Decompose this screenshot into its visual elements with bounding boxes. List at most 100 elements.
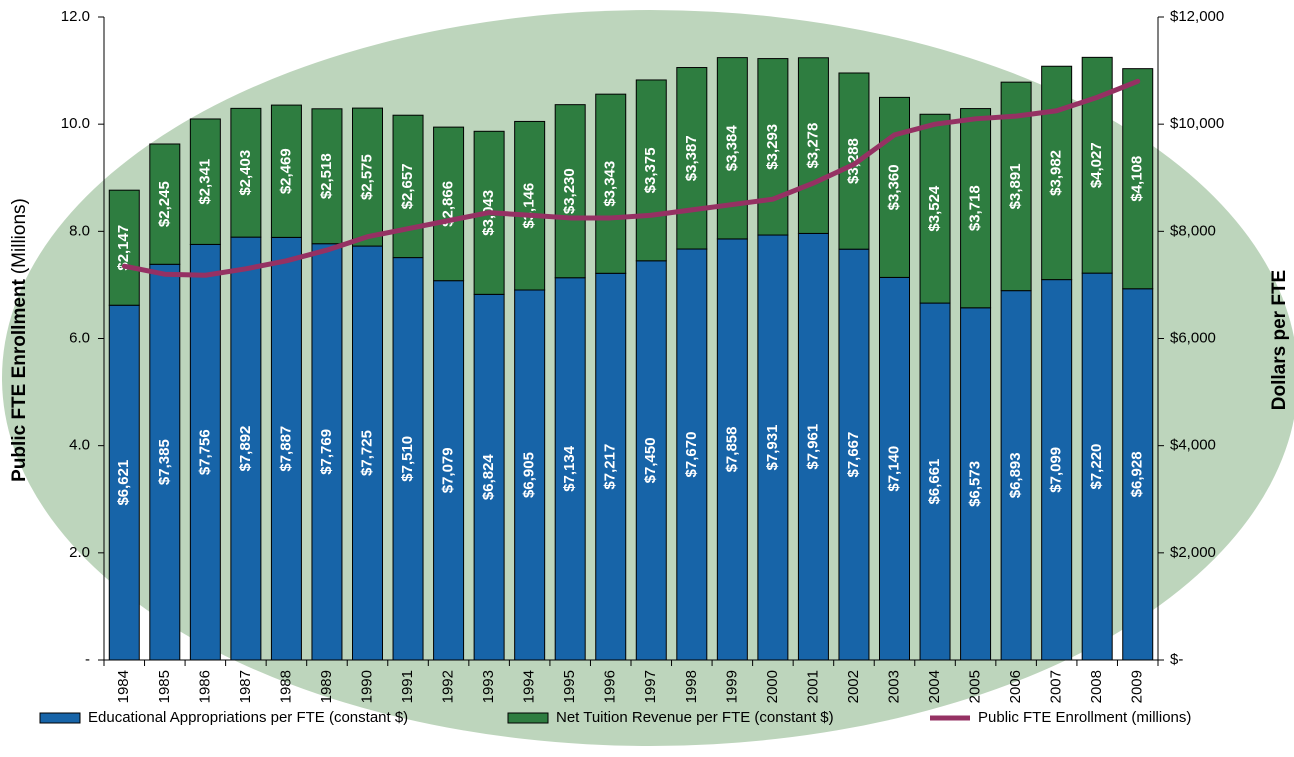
bar-segment bbox=[230, 107, 262, 238]
bar-segment bbox=[1041, 279, 1073, 661]
bar-segment bbox=[392, 114, 424, 259]
x-tick-label: 1986 bbox=[196, 670, 213, 703]
bar-segment bbox=[149, 263, 181, 661]
y-tick-label: 8.0 bbox=[69, 222, 90, 239]
bar-segment bbox=[392, 257, 424, 661]
y2-tick-label: $6,000 bbox=[1170, 329, 1216, 346]
y2-tick-label: $8,000 bbox=[1170, 222, 1216, 239]
bar-segment bbox=[352, 245, 383, 661]
value-label: $6,905 bbox=[521, 452, 538, 498]
x-tick-label: 2009 bbox=[1129, 670, 1146, 703]
value-label: $7,140 bbox=[885, 446, 902, 492]
bar-segment bbox=[1122, 68, 1154, 290]
value-label: $7,769 bbox=[318, 429, 335, 475]
bar-segment bbox=[879, 276, 910, 661]
bar-segment bbox=[311, 108, 343, 245]
bar-segment bbox=[473, 293, 505, 661]
bar-segment bbox=[919, 302, 951, 661]
x-tick-label: 1995 bbox=[561, 670, 578, 703]
x-tick-label: 2005 bbox=[967, 670, 984, 703]
bar-segment bbox=[1041, 65, 1073, 281]
legend-label: Educational Appropriations per FTE (cons… bbox=[88, 709, 408, 726]
value-label: $2,341 bbox=[196, 159, 213, 205]
value-label: $2,147 bbox=[115, 225, 132, 271]
y2-tick-label: $- bbox=[1170, 651, 1183, 668]
bar-segment bbox=[879, 96, 910, 278]
value-label: $3,384 bbox=[723, 125, 740, 172]
bar-segment bbox=[1122, 288, 1154, 661]
bar-segment bbox=[716, 238, 748, 661]
value-label: $7,220 bbox=[1088, 444, 1105, 490]
value-label: $2,866 bbox=[440, 181, 457, 227]
value-label: $7,079 bbox=[440, 447, 457, 493]
value-label: $3,360 bbox=[885, 164, 902, 210]
value-label: $7,892 bbox=[237, 426, 254, 472]
value-label: $6,893 bbox=[1007, 452, 1024, 498]
y2-tick-label: $12,000 bbox=[1170, 8, 1224, 25]
bar-segment bbox=[189, 118, 221, 245]
x-tick-label: 1989 bbox=[318, 670, 335, 703]
x-tick-label: 1994 bbox=[521, 670, 538, 703]
value-label: $2,575 bbox=[358, 154, 375, 200]
bar-segment bbox=[554, 277, 586, 661]
value-label: $4,108 bbox=[1129, 156, 1146, 202]
bar-segment bbox=[595, 272, 627, 661]
x-tick-label: 2000 bbox=[764, 670, 781, 703]
x-tick-label: 1985 bbox=[156, 670, 173, 703]
value-label: $7,670 bbox=[683, 432, 700, 478]
value-label: $7,858 bbox=[723, 427, 740, 473]
value-label: $7,450 bbox=[642, 437, 659, 483]
value-label: $7,099 bbox=[1048, 447, 1065, 493]
y2-tick-label: $10,000 bbox=[1170, 115, 1224, 132]
y-label-unit: (Millions) bbox=[9, 198, 30, 274]
x-tick-label: 1987 bbox=[237, 670, 254, 703]
value-label: $7,931 bbox=[764, 425, 781, 471]
bar-segment bbox=[270, 236, 302, 661]
bar-segment bbox=[676, 67, 708, 250]
x-tick-label: 1996 bbox=[602, 670, 619, 703]
y-axis-label: Public FTE Enrollment (Millions) bbox=[9, 198, 30, 482]
x-tick-label: 2004 bbox=[926, 670, 943, 703]
y-tick-label: 6.0 bbox=[69, 329, 90, 346]
value-label: $2,469 bbox=[277, 148, 294, 194]
x-tick-label: 1990 bbox=[358, 670, 375, 703]
value-label: $7,667 bbox=[845, 432, 862, 478]
x-tick-label: 2002 bbox=[845, 670, 862, 703]
x-tick-label: 1997 bbox=[642, 670, 659, 703]
x-tick-label: 1998 bbox=[683, 670, 700, 703]
value-label: $7,756 bbox=[196, 429, 213, 475]
y2-axis-label: Dollars per FTE bbox=[1269, 270, 1290, 410]
value-label: $2,518 bbox=[318, 153, 335, 199]
value-label: $7,887 bbox=[277, 426, 294, 472]
value-label: $3,293 bbox=[764, 124, 781, 170]
value-label: $7,134 bbox=[561, 445, 578, 492]
value-label: $6,621 bbox=[115, 460, 132, 506]
value-label: $7,385 bbox=[156, 439, 173, 485]
legend-label: Public FTE Enrollment (millions) bbox=[978, 709, 1191, 726]
value-label: $3,891 bbox=[1007, 163, 1024, 209]
legend-label: Net Tuition Revenue per FTE (constant $) bbox=[556, 709, 834, 726]
value-label: $3,278 bbox=[804, 123, 821, 169]
value-label: $6,824 bbox=[480, 454, 497, 501]
bar-segment bbox=[635, 260, 667, 661]
x-tick-label: 2006 bbox=[1007, 670, 1024, 703]
value-label: $3,718 bbox=[967, 185, 984, 231]
bar-segment bbox=[189, 243, 221, 661]
y-tick-label: - bbox=[85, 651, 90, 668]
value-label: $7,725 bbox=[358, 430, 375, 476]
bar-segment bbox=[595, 93, 627, 274]
value-label: $7,961 bbox=[804, 424, 821, 470]
x-tick-label: 2008 bbox=[1088, 670, 1105, 703]
y-tick-label: 10.0 bbox=[61, 115, 90, 132]
value-label: $3,230 bbox=[561, 168, 578, 214]
bar-segment bbox=[270, 104, 302, 238]
bar-segment bbox=[108, 304, 140, 661]
x-tick-label: 1999 bbox=[723, 670, 740, 703]
value-label: $2,657 bbox=[399, 163, 416, 209]
y2-tick-label: $4,000 bbox=[1170, 437, 1216, 454]
value-label: $2,403 bbox=[237, 150, 254, 196]
value-label: $7,217 bbox=[602, 444, 619, 490]
bar-segment bbox=[797, 57, 829, 234]
bar-segment bbox=[838, 248, 870, 661]
